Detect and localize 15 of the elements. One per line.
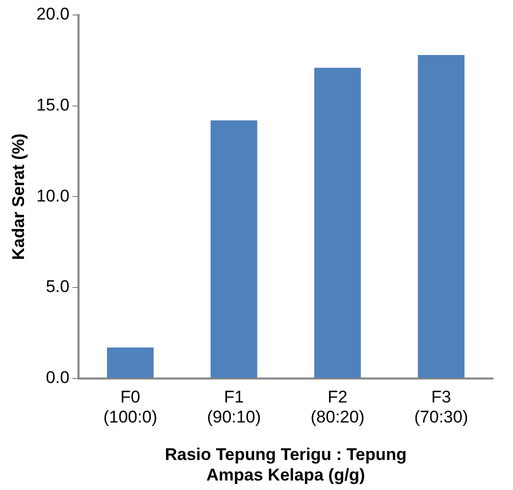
y-axis-title: Kadar Serat (%) — [8, 133, 28, 260]
x-tick-label: F2 (80:20) — [310, 387, 364, 427]
bar — [210, 120, 258, 378]
y-tick-label: 5.0 — [46, 277, 70, 296]
x-axis-title: Rasio Tepung Terigu : Tepung Ampas Kelapa (g/g) — [164, 445, 407, 484]
x-tick-label: F0 (100:0) — [103, 387, 158, 427]
y-tick-label: 15.0 — [36, 96, 70, 115]
x-tick-label: F1 (90:10) — [206, 387, 261, 427]
y-tick-label: 0.0 — [46, 368, 70, 388]
x-tick-label: F3 (70:30) — [414, 387, 468, 427]
y-tick-label: 10.0 — [36, 186, 70, 206]
bar — [314, 68, 361, 378]
bar — [106, 348, 154, 378]
y-tick-label: 20.0 — [36, 4, 70, 24]
bar — [418, 54, 464, 378]
